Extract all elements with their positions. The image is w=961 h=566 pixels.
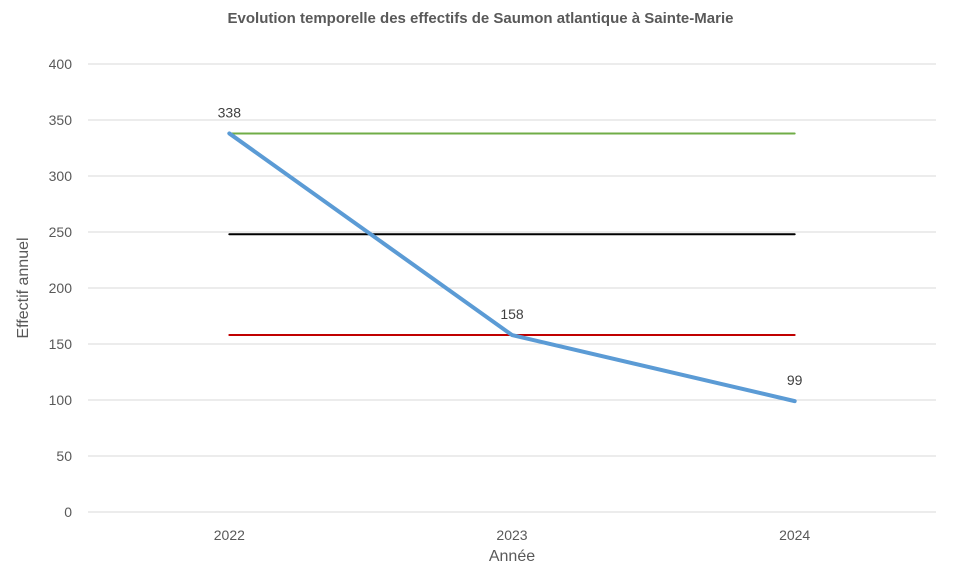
chart-title: Evolution temporelle des effectifs de Sa… — [227, 10, 734, 27]
x-tick-label: 2022 — [214, 527, 245, 543]
y-tick-label: 150 — [49, 336, 73, 352]
data-labels: 338 158 99 — [218, 104, 803, 388]
y-tick-labels: 0 50 100 150 200 250 300 350 400 — [49, 56, 73, 520]
y-tick-label: 50 — [56, 448, 72, 464]
series-lines — [227, 131, 797, 404]
data-label: 99 — [787, 372, 803, 388]
y-tick-label: 0 — [64, 504, 72, 520]
y-tick-label: 400 — [49, 56, 73, 72]
x-axis-title: Année — [489, 548, 535, 565]
y-tick-label: 200 — [49, 280, 73, 296]
y-tick-label: 300 — [49, 168, 73, 184]
y-axis-title: Effectif annuel — [15, 237, 32, 338]
y-tick-label: 250 — [49, 224, 73, 240]
x-tick-label: 2023 — [496, 527, 527, 543]
data-label: 338 — [218, 104, 242, 120]
main-series-line — [227, 131, 797, 404]
y-tick-label: 350 — [49, 112, 73, 128]
y-tick-label: 100 — [49, 392, 73, 408]
data-label: 158 — [500, 306, 524, 322]
x-tick-labels: 2022 2023 2024 — [214, 527, 811, 543]
gridlines — [88, 63, 936, 513]
x-tick-label: 2024 — [779, 527, 810, 543]
